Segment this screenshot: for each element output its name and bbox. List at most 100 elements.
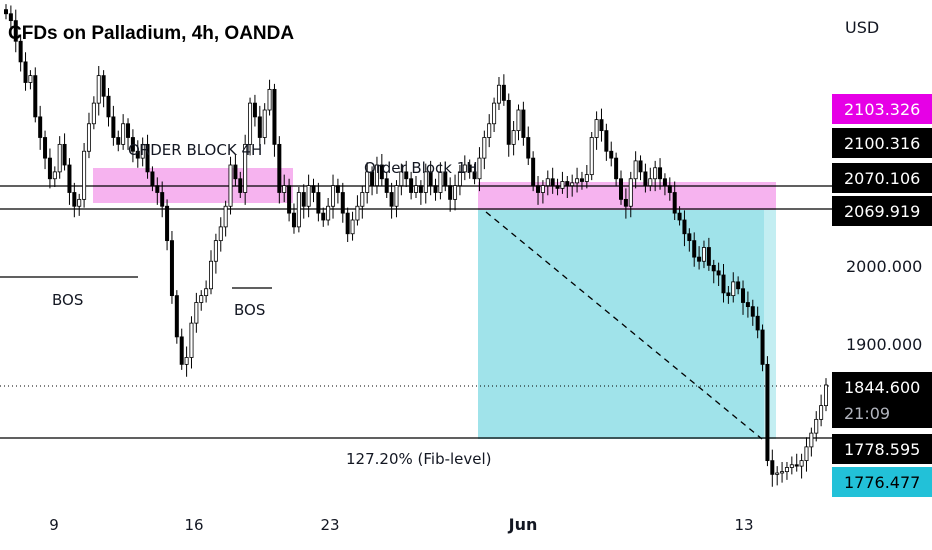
candle-body bbox=[789, 464, 794, 468]
candle-body bbox=[550, 178, 555, 187]
candle-body bbox=[4, 9, 9, 15]
projection-dashed-line[interactable] bbox=[485, 211, 763, 440]
candle-body bbox=[174, 295, 179, 338]
candle-body bbox=[272, 88, 277, 145]
candle-body bbox=[404, 171, 409, 180]
candle-body bbox=[496, 84, 501, 104]
candle-body bbox=[306, 185, 311, 207]
candle-body bbox=[662, 178, 667, 187]
candle-body bbox=[628, 178, 633, 207]
candle-body bbox=[648, 178, 653, 187]
candle-body bbox=[126, 123, 131, 138]
candle-body bbox=[814, 418, 819, 434]
candle-body bbox=[291, 212, 296, 228]
candle-body bbox=[52, 171, 57, 180]
candle-body bbox=[433, 185, 438, 193]
candle-body bbox=[257, 116, 262, 138]
candle-body bbox=[23, 61, 28, 83]
candle-body bbox=[579, 178, 584, 182]
svg-text:2069.919: 2069.919 bbox=[844, 202, 920, 221]
candle-body bbox=[311, 185, 316, 193]
candle-body bbox=[545, 178, 550, 187]
candle-body bbox=[155, 185, 160, 193]
candle-body bbox=[589, 137, 594, 176]
candle-body bbox=[106, 95, 111, 118]
candle-body bbox=[477, 157, 482, 180]
candle-body bbox=[130, 137, 135, 152]
candle-body bbox=[316, 192, 321, 214]
candle-body bbox=[575, 178, 580, 184]
candle-body bbox=[340, 192, 345, 214]
candle-body bbox=[770, 460, 775, 475]
candle-body bbox=[423, 171, 428, 193]
candle-body bbox=[560, 181, 565, 189]
candle-body bbox=[784, 467, 789, 473]
candle-body bbox=[384, 178, 389, 193]
price-tag-1778[interactable]: 1778.595 bbox=[832, 434, 932, 464]
candle-body bbox=[609, 150, 614, 159]
candle-body bbox=[335, 185, 340, 193]
price-tag-current[interactable]: 1844.600 21:09 bbox=[832, 372, 932, 428]
candle-body bbox=[365, 171, 370, 193]
candle-body bbox=[252, 102, 257, 118]
candle-body bbox=[140, 143, 145, 159]
price-tag-2103[interactable]: 2103.326 bbox=[832, 94, 932, 124]
candle-body bbox=[135, 150, 140, 159]
candle-body bbox=[33, 75, 38, 118]
candle-body bbox=[82, 150, 87, 200]
candle-body bbox=[57, 143, 62, 173]
candle-body bbox=[623, 198, 628, 207]
candle-body bbox=[282, 185, 287, 193]
fib-level-label: 127.20% (Fib-level) bbox=[346, 450, 492, 468]
candle-body bbox=[18, 40, 23, 63]
candle-body bbox=[370, 171, 375, 187]
candle-body bbox=[111, 116, 116, 138]
candle-body bbox=[189, 322, 194, 358]
candle-body bbox=[511, 130, 516, 145]
candle-body bbox=[667, 185, 672, 193]
x-tick-16: 16 bbox=[184, 516, 203, 534]
candle-body bbox=[706, 247, 711, 266]
candle-body bbox=[165, 205, 170, 242]
candle-body bbox=[599, 119, 604, 132]
candle-body bbox=[409, 178, 414, 193]
countdown-label: 21:09 bbox=[844, 404, 890, 423]
price-tag-2070[interactable]: 2070.106 bbox=[832, 163, 932, 193]
candle-body bbox=[638, 160, 643, 173]
bos-label-2: BOS bbox=[234, 301, 265, 319]
target-zone bbox=[478, 210, 764, 439]
candle-body bbox=[531, 157, 536, 187]
candle-body bbox=[379, 164, 384, 180]
candle-body bbox=[208, 260, 213, 290]
price-tag-2069[interactable]: 2069.919 bbox=[832, 196, 932, 226]
candle-body bbox=[799, 460, 804, 467]
candle-body bbox=[633, 160, 638, 180]
candle-body bbox=[701, 247, 706, 262]
x-tick-9: 9 bbox=[49, 516, 59, 534]
candle-body bbox=[321, 212, 326, 221]
price-tag-1776[interactable]: 1776.477 bbox=[832, 467, 932, 497]
candle-body bbox=[169, 240, 174, 297]
candle-body bbox=[482, 137, 487, 159]
candle-body bbox=[677, 212, 682, 221]
candle-body bbox=[731, 281, 736, 297]
candle-body bbox=[716, 270, 721, 276]
candle-body bbox=[345, 212, 350, 235]
candle-body bbox=[755, 315, 760, 331]
candle-body bbox=[658, 167, 663, 180]
candle-body bbox=[243, 143, 248, 193]
candle-body bbox=[218, 226, 223, 242]
x-tick-23: 23 bbox=[320, 516, 339, 534]
candle-body bbox=[389, 192, 394, 207]
candle-body bbox=[350, 219, 355, 235]
candle-body bbox=[780, 471, 785, 474]
candle-body bbox=[428, 171, 433, 187]
candle-body bbox=[536, 185, 541, 193]
price-tag-2100[interactable]: 2100.316 bbox=[832, 128, 932, 158]
candle-body bbox=[77, 198, 82, 207]
candle-body bbox=[91, 102, 96, 125]
candle-body bbox=[13, 20, 18, 42]
candle-body bbox=[619, 178, 624, 200]
price-tick-1900: 1900.000 bbox=[846, 335, 922, 354]
